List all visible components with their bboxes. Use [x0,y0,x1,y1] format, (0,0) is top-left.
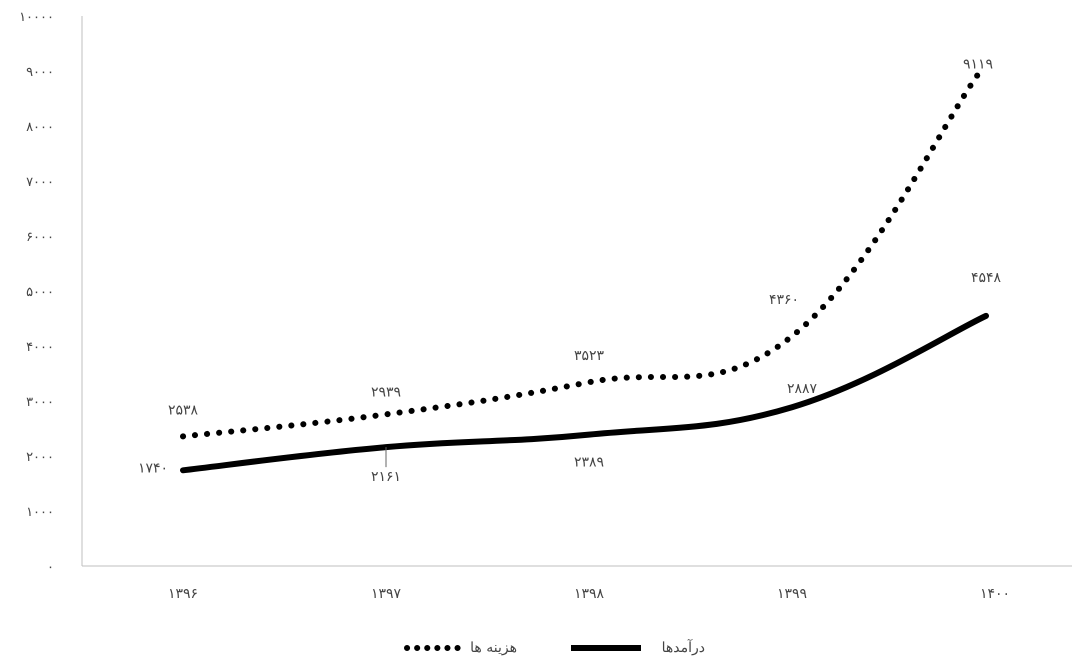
data-label: ۲۸۸۷ [787,381,818,397]
legend-label-income: درآمدها [662,638,705,656]
y-tick-label: ۴۰۰۰ [26,340,54,355]
x-tick-label: ۱۴۰۰ [980,586,1010,602]
axes [81,16,1072,567]
y-tick-label: ۰ [47,560,54,575]
series-lines [180,71,989,474]
y-tick-label: ۵۰۰۰ [26,285,54,300]
y-tick-label: ۷۰۰۰ [26,175,54,190]
data-labels: ۲۵۳۸ ۲۹۳۹ ۳۵۲۳ ۴۳۶۰ ۹۱۱۹ ۱۷۴۰ ۲۱۶۱ ۲۳۸۹ ۲۸۸۷ ۴۵۴۸ [138,56,1002,485]
x-tick-label: ۱۳۹۹ [777,586,807,602]
data-label: ۲۳۸۹ [574,455,604,471]
y-tick-label: ۲۰۰۰ [26,450,54,465]
y-tick-label: ۸۰۰۰ [26,120,54,135]
y-tick-label: ۹۰۰۰ [26,65,54,80]
x-tick-label: ۱۳۹۷ [371,586,402,602]
data-label: ۲۵۳۸ [168,402,199,418]
series-line-0 [180,71,981,440]
data-label: ۴۵۴۸ [971,270,1002,286]
series-line-1 [180,312,989,474]
y-tick-label: ۳۰۰۰ [26,395,54,410]
y-tick-labels: ۰ ۱۰۰۰ ۲۰۰۰ ۳۰۰۰ ۴۰۰۰ ۵۰۰۰ ۶۰۰۰ ۷۰۰۰ ۸۰۰۰ ۹۰۰۰ ۱۰۰… [19,10,54,575]
data-label: ۱۷۴۰ [138,460,168,476]
y-tick-label: ۱۰۰۰ [26,505,54,520]
y-tick-label: ۶۰۰۰ [26,230,54,245]
data-label: ۳۵۲۳ [574,348,605,364]
legend: درآمدها هزینه ها [404,638,705,656]
y-tick-label: ۱۰۰۰۰ [19,10,54,25]
data-label: ۴۳۶۰ [769,292,799,308]
x-tick-labels: ۱۳۹۶ ۱۳۹۷ ۱۳۹۸ ۱۳۹۹ ۱۴۰۰ [168,586,1010,602]
x-tick-label: ۱۳۹۸ [574,586,605,602]
data-label: ۹۱۱۹ [963,56,993,72]
data-label: ۲۱۶۱ [371,469,401,485]
x-tick-label: ۱۳۹۶ [168,586,198,602]
data-label: ۲۹۳۹ [371,384,401,400]
legend-label-expenses: هزینه ها [470,640,517,656]
